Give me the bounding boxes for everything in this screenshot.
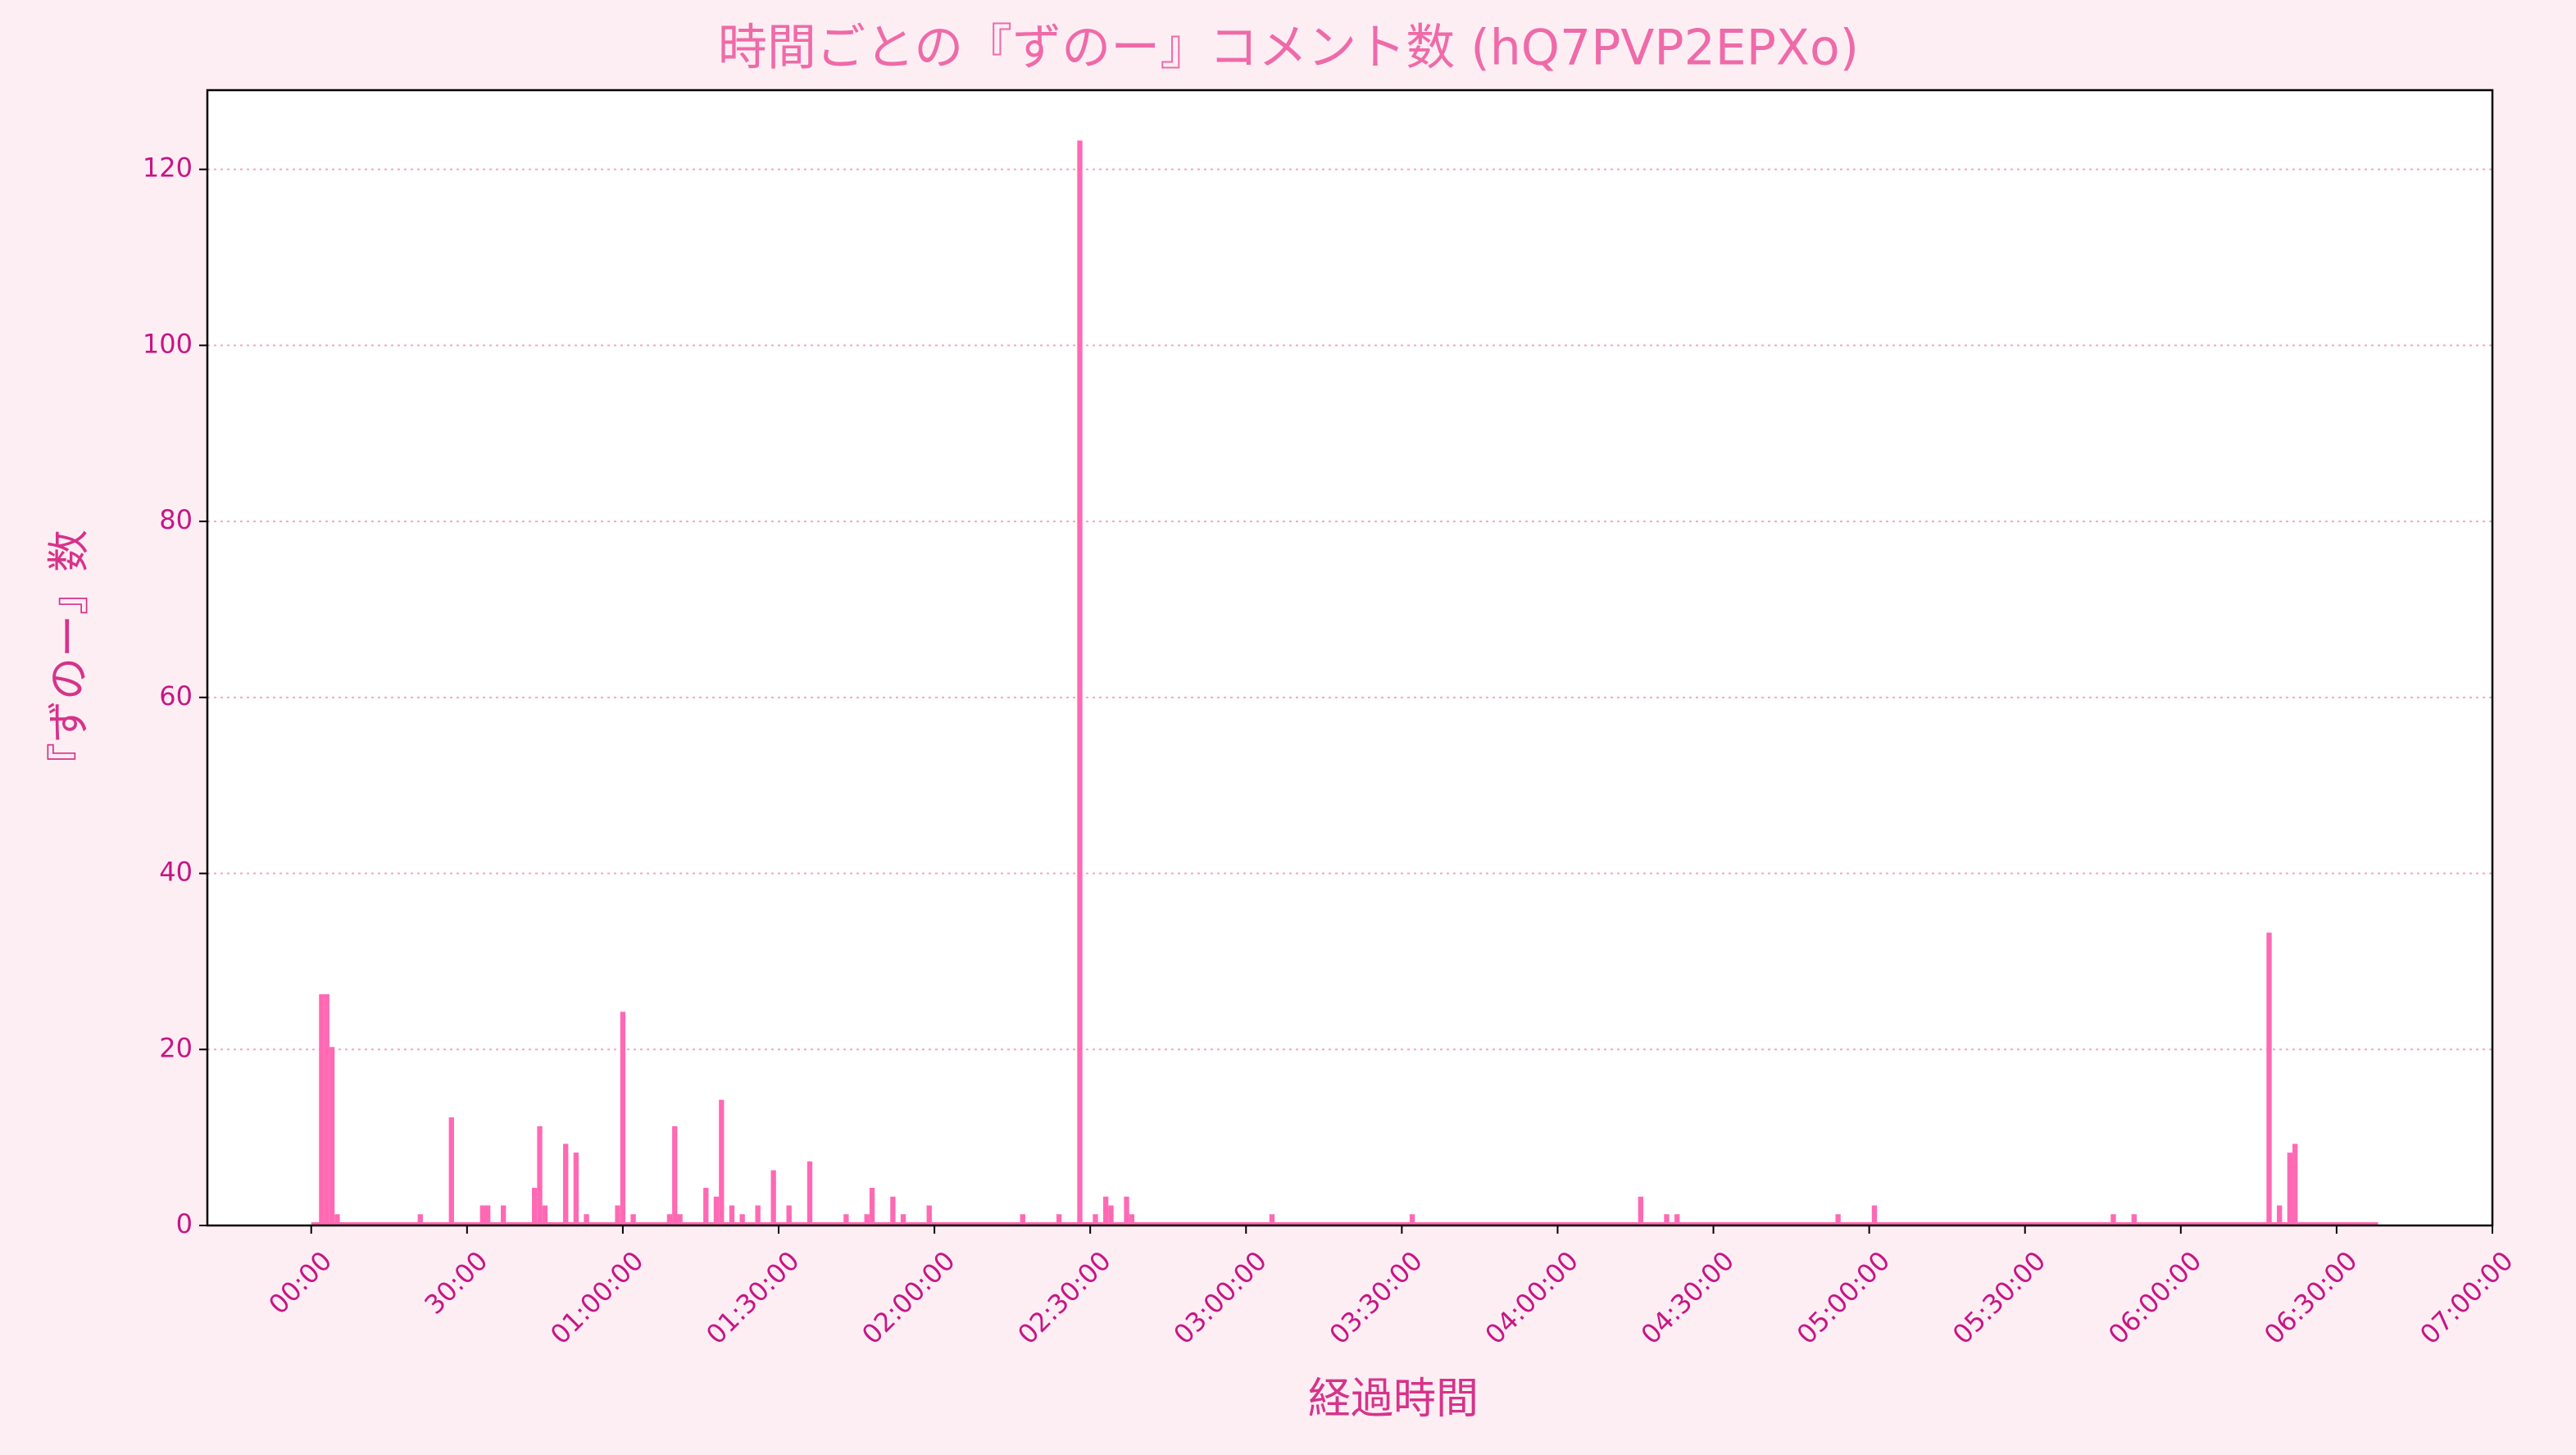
bar: [329, 1047, 335, 1225]
y-axis-label: 『ずのー』数: [45, 530, 94, 785]
bar: [1674, 1214, 1680, 1225]
y-tick-label: 60: [159, 680, 193, 712]
bar: [666, 1214, 673, 1225]
y-tick-label: 20: [159, 1032, 193, 1063]
bar: [713, 1196, 720, 1225]
bar: [1638, 1196, 1644, 1225]
bar: [615, 1205, 620, 1225]
bar: [319, 993, 325, 1225]
bar: [890, 1196, 896, 1225]
bar: [755, 1205, 761, 1225]
y-tick-label: 80: [159, 504, 193, 535]
bar: [2292, 1144, 2298, 1225]
bar: [501, 1205, 507, 1225]
bar: [324, 993, 329, 1225]
plot-frame: [206, 89, 2494, 1227]
bar: [1871, 1205, 1878, 1225]
bar: [1124, 1196, 1129, 1225]
bar: [1077, 140, 1083, 1226]
bar: [1835, 1214, 1841, 1225]
bar: [1269, 1214, 1275, 1225]
bar: [1108, 1205, 1114, 1225]
bar: [1093, 1214, 1098, 1225]
bar: [417, 1214, 423, 1225]
bar: [448, 1117, 454, 1225]
bar: [677, 1214, 683, 1225]
bar: [719, 1099, 725, 1225]
bar: [672, 1125, 678, 1225]
bar: [900, 1214, 906, 1225]
y-tick-label: 120: [143, 152, 193, 184]
bar: [729, 1205, 735, 1225]
bar: [2266, 932, 2272, 1225]
bar: [739, 1214, 745, 1225]
x-axis-label: 経過時間: [1308, 1375, 1479, 1424]
bar: [334, 1214, 340, 1225]
bar: [584, 1214, 589, 1225]
y-tick-label: 0: [176, 1208, 193, 1239]
y-tick-label: 40: [159, 857, 193, 888]
bar: [2110, 1214, 2116, 1225]
bar: [573, 1153, 579, 1225]
bar: [1409, 1214, 1415, 1225]
bar: [786, 1205, 792, 1225]
bar: [532, 1188, 538, 1225]
bar: [1056, 1214, 1062, 1225]
bar: [1103, 1196, 1109, 1225]
y-tick-label: 100: [143, 328, 193, 359]
chart-title: 時間ごとの『ずのー』コメント数 (hQ7PVP2EPXo): [718, 20, 1859, 77]
baseline-strip: [311, 1222, 2378, 1225]
bar: [620, 1012, 626, 1225]
bar: [806, 1161, 813, 1225]
bar: [864, 1214, 870, 1225]
bar: [926, 1205, 932, 1225]
bar: [2277, 1205, 2283, 1225]
plot-area: [207, 90, 2492, 1225]
bar: [1020, 1214, 1025, 1225]
bar: [630, 1214, 636, 1225]
bar: [770, 1170, 776, 1225]
bar: [2131, 1214, 2137, 1225]
bar: [484, 1205, 491, 1225]
bar: [703, 1188, 709, 1225]
bar: [1664, 1214, 1670, 1225]
bar: [2287, 1153, 2293, 1225]
bar: [542, 1205, 548, 1225]
bar: [1129, 1214, 1135, 1225]
bar: [537, 1125, 543, 1225]
bar: [843, 1214, 849, 1225]
bar: [563, 1144, 569, 1225]
bar: [479, 1205, 485, 1225]
bars: [311, 140, 2378, 1226]
bar: [869, 1188, 875, 1225]
